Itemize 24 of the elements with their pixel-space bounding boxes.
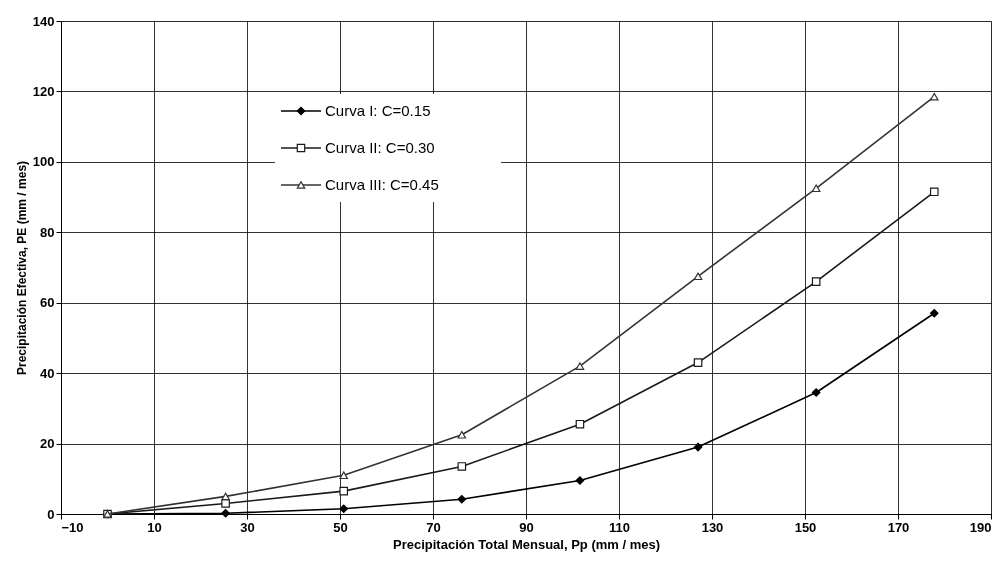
y-tick-label: 80 — [40, 224, 55, 240]
x-tick-label: 10 — [147, 519, 162, 535]
x-tick-label: 130 — [701, 519, 724, 535]
x-tick-label: 70 — [426, 519, 441, 535]
y-tick-label: 0 — [47, 506, 55, 522]
x-tick-label: 50 — [333, 519, 348, 535]
legend-label: Curva II: C=0.30 — [325, 139, 435, 156]
legend-label: Curva III: C=0.45 — [325, 176, 439, 193]
x-tick-label: 90 — [519, 519, 534, 535]
y-axis-title: Precipitación Efectiva, PE (mm / mes) — [14, 160, 29, 376]
y-tick-label: 20 — [40, 436, 55, 452]
x-tick-label: 30 — [240, 519, 255, 535]
y-tick-label: 120 — [32, 83, 55, 99]
x-tick-label: 170 — [887, 519, 910, 535]
x-axis-title: Precipitación Total Mensual, Pp (mm / mes) — [392, 536, 661, 552]
y-tick-label: 60 — [40, 295, 55, 311]
legend-label: Curva I: C=0.15 — [325, 102, 431, 119]
x-tick-label: 110 — [609, 519, 630, 535]
x-tick-label: −10 — [61, 519, 84, 535]
x-tick-label: 190 — [969, 519, 992, 535]
x-tick-label: 150 — [794, 519, 817, 535]
y-tick-label: 40 — [40, 365, 55, 381]
y-tick-label: 100 — [32, 154, 55, 170]
y-tick-label: 140 — [32, 13, 55, 29]
